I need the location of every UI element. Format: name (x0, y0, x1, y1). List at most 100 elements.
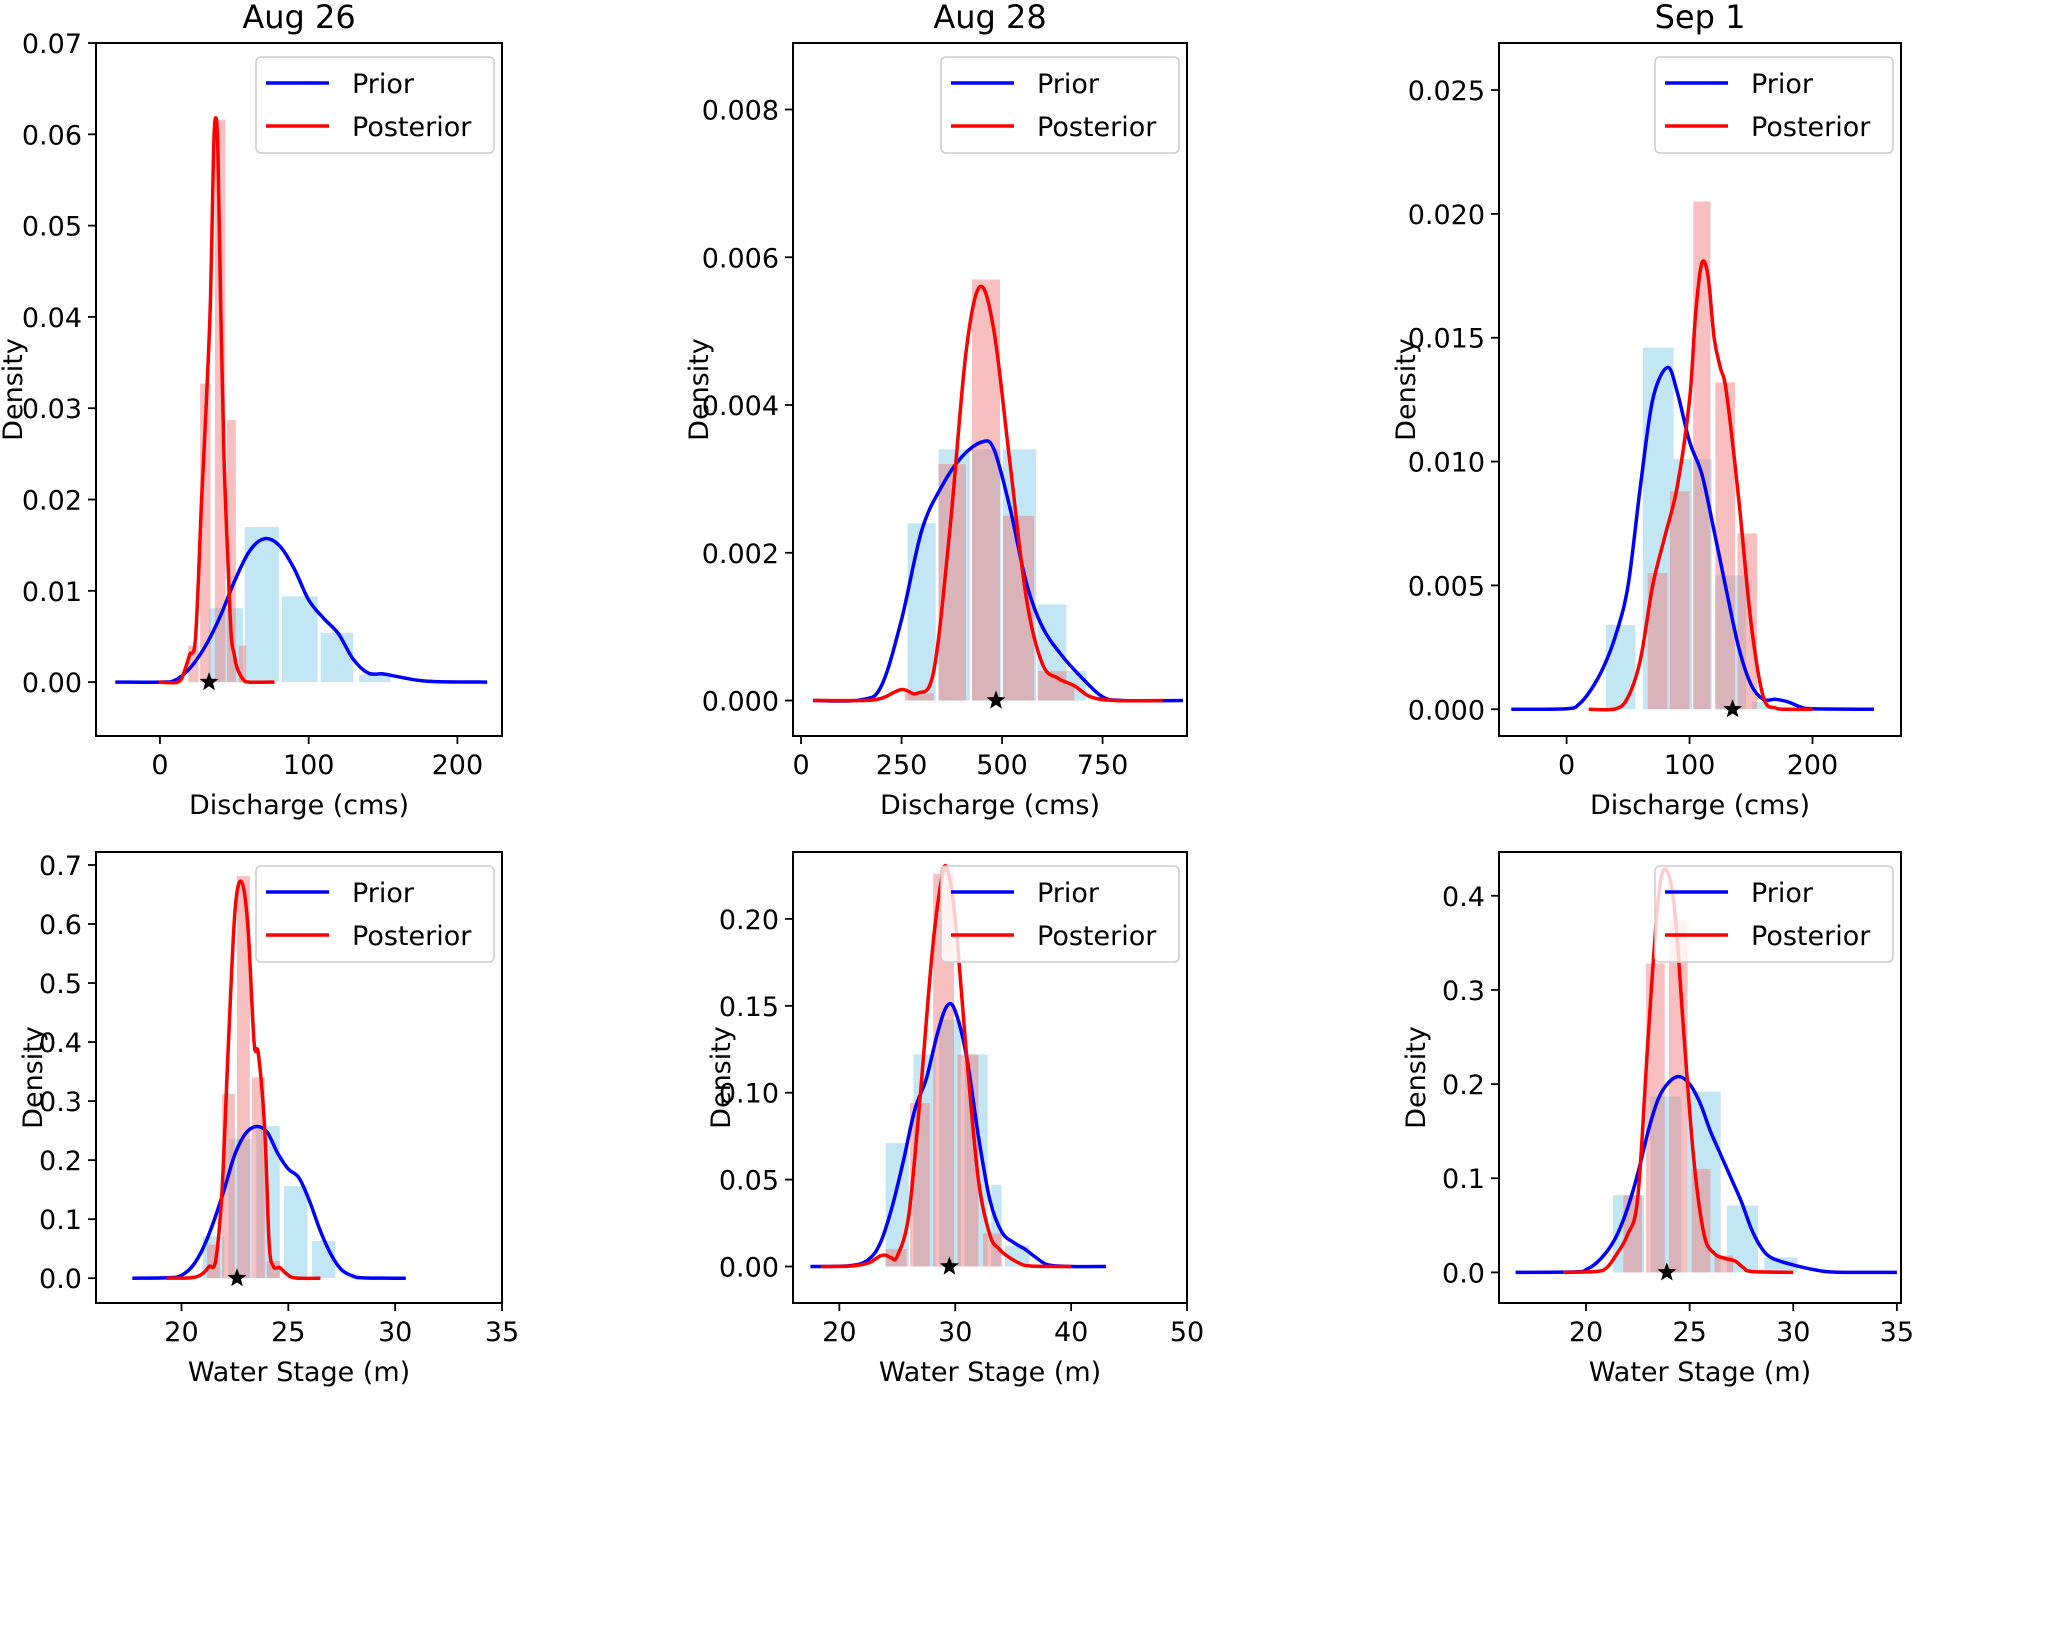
x-tick-label: 35 (1880, 1317, 1914, 1348)
posterior-hist-bar (1646, 963, 1665, 1273)
y-tick-label: 0.00 (719, 1253, 779, 1284)
y-axis-label: Density (706, 1026, 737, 1129)
legend: Prior Posterior (1654, 56, 1894, 154)
observed-value-star-icon (986, 690, 1006, 709)
prior-hist-bar (320, 632, 354, 683)
prior-kde-line (1511, 365, 1875, 712)
posterior-legend-label: Posterior (1037, 112, 1157, 143)
x-axis-label: Water Stage (m) (188, 1357, 410, 1388)
posterior-histogram (1647, 201, 1758, 710)
y-tick-label: 0.07 (22, 29, 82, 60)
posterior-legend-label: Posterior (352, 921, 472, 952)
prior-hist-bar (359, 674, 391, 683)
prior-hist-bar (281, 596, 318, 683)
subplot-title: Aug 28 (933, 0, 1046, 36)
posterior-legend-label: Posterior (352, 112, 472, 143)
axes-frame (792, 42, 1188, 737)
x-tick-label: 500 (976, 750, 1028, 781)
prior-kde-line (132, 1124, 406, 1280)
x-tick-label: 0 (1558, 750, 1575, 781)
observed-value-star-icon (1723, 699, 1743, 718)
prior-kde-line (813, 439, 1184, 703)
subplot-5: 20 30 40 50 0.00 0.05 0.10 0.15 0.20 Water Stage … (706, 851, 1204, 1388)
prior-hist-bar (1006, 1245, 1030, 1267)
posterior-hist-bar (214, 119, 226, 683)
y-tick-label: 0.03 (22, 394, 82, 425)
y-tick-label: 0.008 (702, 95, 779, 126)
x-tick-label: 200 (1787, 750, 1839, 781)
legend-box (255, 865, 495, 963)
posterior-hist-bar (1693, 201, 1711, 710)
posterior-legend-label: Posterior (1751, 112, 1871, 143)
legend: Prior Posterior (255, 865, 495, 963)
posterior-hist-bar (266, 1261, 280, 1279)
x-tick-label: 35 (485, 1317, 519, 1348)
y-tick-label: 0.15 (719, 992, 779, 1023)
subplot-2: 0 250 500 750 0.000 0.002 0.004 0.006 0.008 Disch… (684, 0, 1188, 821)
observed-value-star-icon (1657, 1262, 1677, 1281)
prior-legend-label: Prior (1037, 878, 1100, 909)
posterior-kde-line (158, 116, 275, 685)
posterior-hist-bar (1715, 382, 1736, 710)
legend: Prior Posterior (1654, 865, 1894, 963)
y-tick-label: 0.015 (1408, 324, 1485, 355)
y-tick-label: 0.005 (1408, 571, 1485, 602)
x-axis-label: Discharge (cms) (1590, 790, 1810, 821)
plot-area (132, 876, 406, 1287)
x-tick-label: 100 (1664, 750, 1716, 781)
prior-legend-label: Prior (1037, 69, 1100, 100)
y-tick-label: 0.3 (1442, 976, 1485, 1007)
posterior-hist-bar (237, 876, 250, 1279)
y-tick-label: 0.20 (719, 905, 779, 936)
x-tick-label: 40 (1054, 1317, 1088, 1348)
y-tick-label: 0.10 (719, 1079, 779, 1110)
posterior-kde-line (166, 879, 321, 1281)
axes-frame (792, 851, 1188, 1304)
plot-area (813, 279, 1184, 709)
posterior-hist-bar (1066, 685, 1075, 701)
x-axis-label: Discharge (cms) (189, 790, 409, 821)
legend-box (1654, 56, 1894, 154)
x-tick-label: 250 (876, 750, 928, 781)
prior-hist-bar (1605, 625, 1636, 710)
y-tick-label: 0.020 (1408, 200, 1485, 231)
observed-value-star-icon (227, 1268, 247, 1287)
subplot-title: Aug 26 (242, 0, 355, 36)
y-tick-label: 0.7 (39, 851, 82, 882)
subplot-1: 0 100 200 0.00 0.01 0.02 0.03 0.04 0.05 0.06 0.07 D… (0, 0, 503, 821)
legend: Prior Posterior (940, 56, 1180, 154)
legend: Prior Posterior (940, 865, 1180, 963)
y-tick-label: 0.6 (39, 910, 82, 941)
legend-box (255, 56, 495, 154)
subplot-title: Sep 1 (1655, 0, 1746, 36)
y-tick-label: 0.025 (1408, 76, 1485, 107)
x-axis-label: Discharge (cms) (880, 790, 1100, 821)
x-tick-label: 0 (151, 750, 168, 781)
observed-value-star-icon (199, 672, 219, 691)
posterior-hist-bar (1623, 1195, 1642, 1273)
prior-hist-bar (311, 1241, 336, 1279)
plot-area (1515, 867, 1897, 1281)
axes-frame (1498, 42, 1902, 737)
x-tick-label: 25 (271, 1317, 305, 1348)
x-axis-label: Water Stage (m) (879, 1357, 1101, 1388)
y-tick-label: 0.006 (702, 243, 779, 274)
y-tick-label: 0.05 (22, 212, 82, 243)
y-tick-label: 0.06 (22, 120, 82, 151)
y-axis-label: Density (1391, 338, 1422, 441)
y-axis-label: Density (0, 338, 29, 441)
y-tick-label: 0.004 (702, 391, 779, 422)
prior-hist-bar (284, 1186, 308, 1279)
y-tick-label: 0.0 (1442, 1258, 1485, 1289)
x-tick-label: 750 (1077, 750, 1129, 781)
y-tick-label: 0.4 (39, 1028, 82, 1059)
prior-kde-line (115, 536, 488, 684)
prior-legend-label: Prior (352, 878, 415, 909)
x-tick-label: 100 (283, 750, 335, 781)
prior-legend-label: Prior (1751, 69, 1814, 100)
y-axis-label: Density (18, 1026, 49, 1129)
subplot-4: 20 25 30 35 0.0 0.1 0.2 0.3 0.4 0.5 0.6 0.7 Water St… (18, 851, 519, 1388)
prior-hist-bar (885, 1143, 909, 1267)
posterior-histogram (904, 279, 1075, 701)
